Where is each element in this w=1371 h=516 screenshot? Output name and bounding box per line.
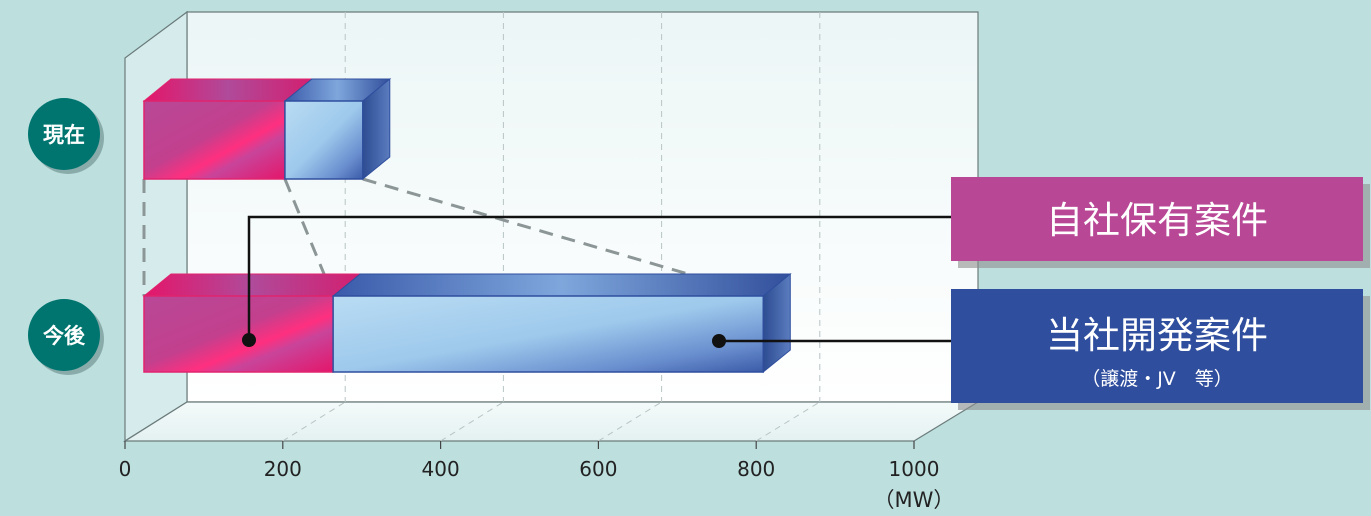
category-badge-future: 今後 <box>28 299 104 375</box>
gridline-floor <box>755 401 821 442</box>
bar-segment <box>332 295 765 373</box>
left-wall <box>124 10 188 443</box>
legend-own-label: 自社保有案件 <box>1046 199 1268 242</box>
bar-segment <box>143 295 334 373</box>
x-tick-label: 600 <box>579 457 617 481</box>
legend-pointers <box>242 215 951 348</box>
x-tick-label: 400 <box>422 457 460 481</box>
legend-own-box <box>951 177 1363 261</box>
x-tick-label: 800 <box>737 457 775 481</box>
gridline-floor <box>598 401 662 442</box>
bar-top-face <box>142 78 314 102</box>
bar-top-face <box>142 273 362 297</box>
category-badge-current: 現在 <box>28 98 104 174</box>
bar-segment <box>284 100 364 180</box>
x-axis-unit: （MW） <box>874 488 955 512</box>
x-tick-label: 1000 <box>889 457 940 481</box>
category-label-future: 今後 <box>43 324 86 348</box>
bar-top-face <box>331 273 792 297</box>
gridline-floor <box>440 401 504 442</box>
legend-dev-sublabel: （譲渡・JV 等） <box>1081 368 1233 390</box>
bars <box>142 77 792 374</box>
bar-segment <box>143 100 286 180</box>
pointer-dot-dev <box>712 334 726 348</box>
pointer-line-own <box>247 215 951 340</box>
legend-dev: 当社開発案件 （譲渡・JV 等） <box>951 289 1370 410</box>
bar-side-face <box>362 77 391 181</box>
category-label-current: 現在 <box>43 123 85 147</box>
x-axis-ticks: 0 200 400 600 800 1000 <box>119 441 940 481</box>
floor <box>122 401 981 442</box>
pointer-dot-own <box>242 333 256 347</box>
gridline-floor <box>282 401 346 442</box>
legend-dev-box <box>951 289 1363 403</box>
legend-dev-label: 当社開発案件 <box>1046 314 1268 357</box>
legend-own: 自社保有案件 <box>951 177 1370 268</box>
bar-side-face <box>762 272 791 374</box>
x-tick-label: 0 <box>119 457 132 481</box>
x-tick-label: 200 <box>264 457 302 481</box>
